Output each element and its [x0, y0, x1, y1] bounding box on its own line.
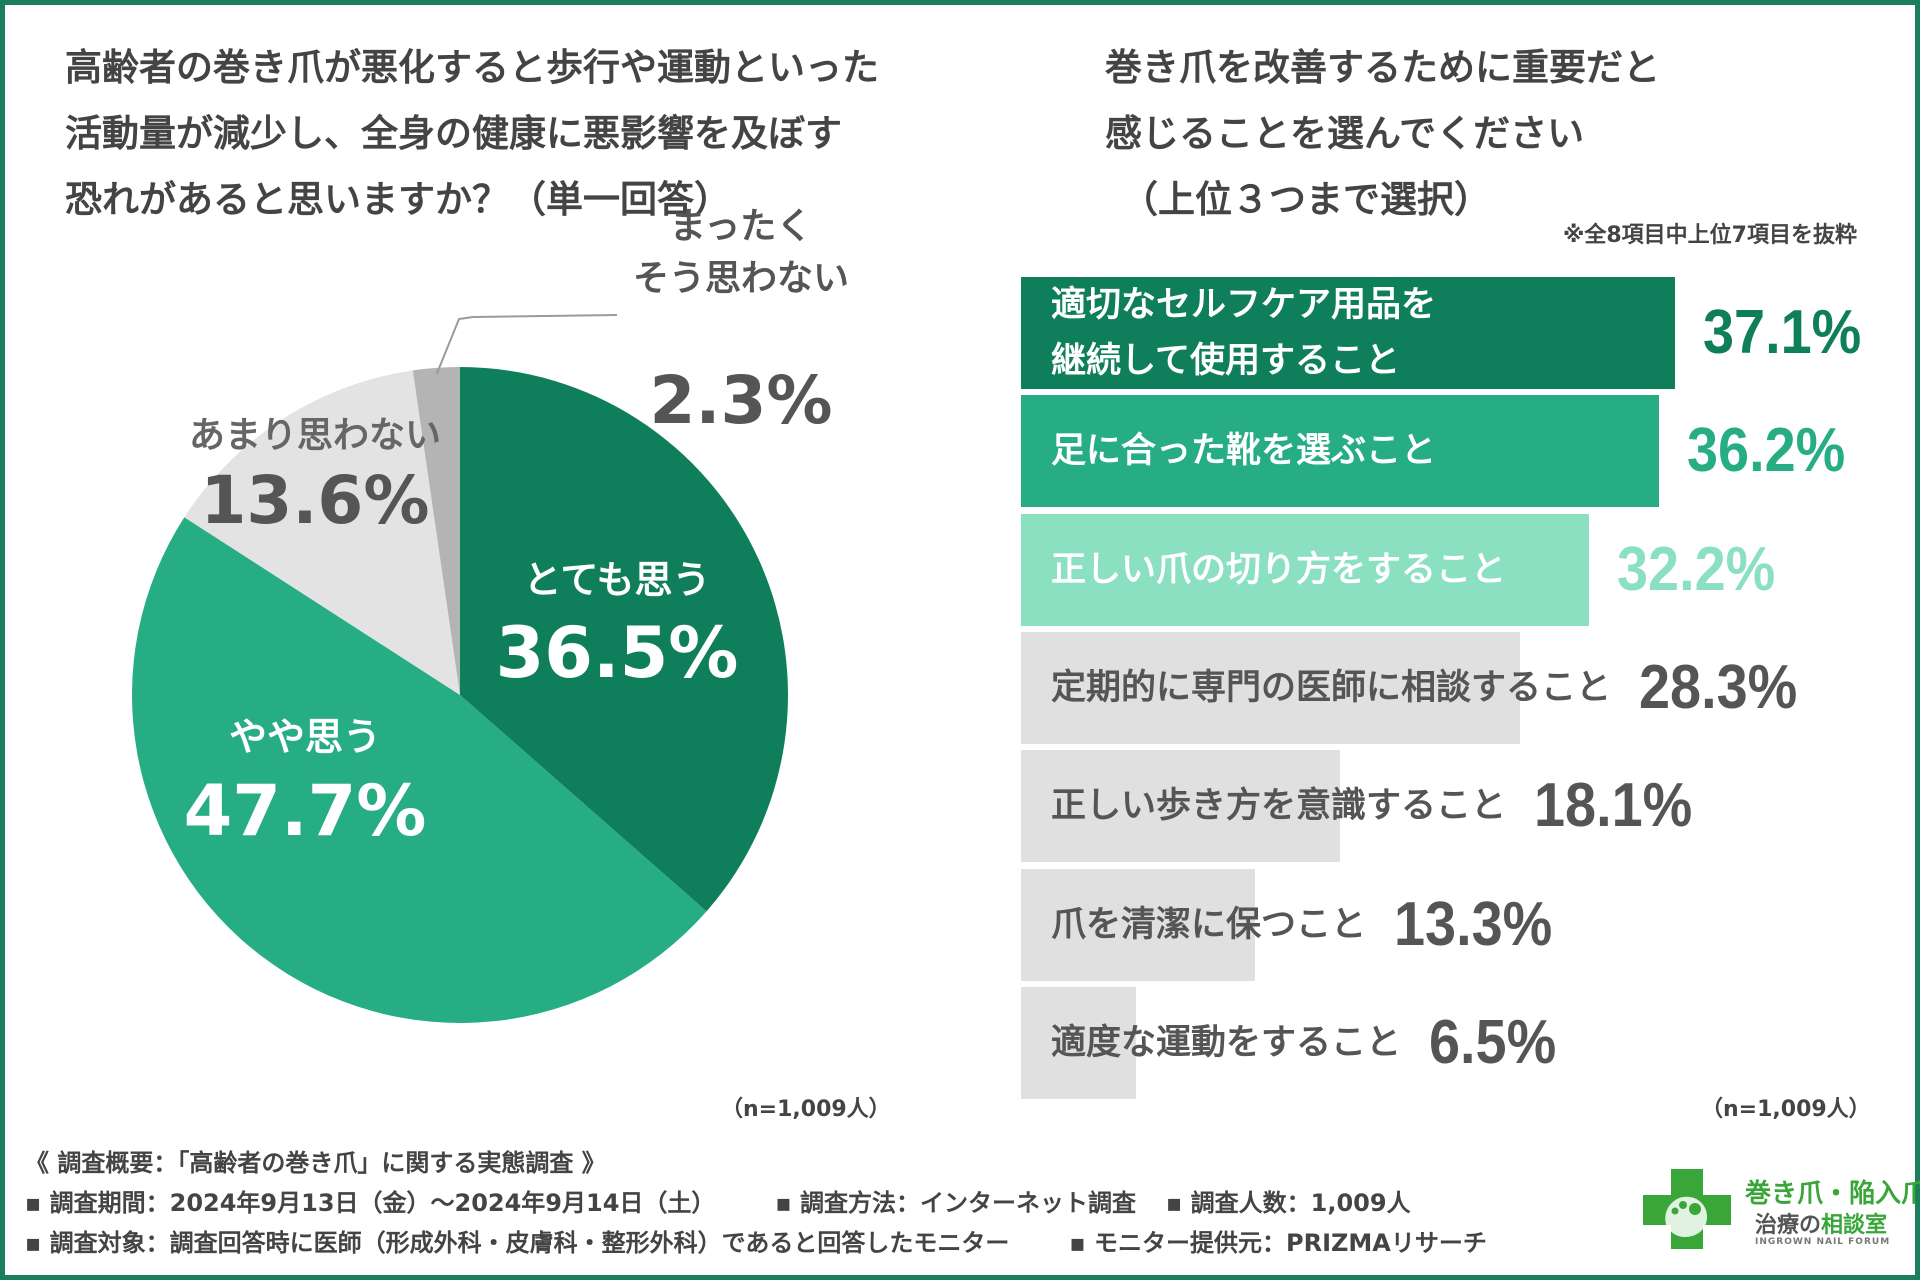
- bar-2: [1021, 395, 1659, 508]
- left-title-line-2: 活動量が減少し、全身の健康に悪影響を及ぼす: [65, 112, 842, 155]
- bar-row-6: 爪を清潔に保つこと 13.3%: [1021, 868, 1881, 981]
- right-title-line-3: （上位３つまで選択）: [1121, 178, 1491, 221]
- bar-value-4: 28.3%: [1639, 652, 1798, 722]
- bar-sample-size: （n=1,009人）: [1701, 1097, 1871, 1122]
- pie-slice-label-1: とても思う: [524, 558, 711, 602]
- bar-row-5: 正しい歩き方を意識すること 18.1%: [1021, 750, 1881, 863]
- pie-sample-size: （n=1,009人）: [721, 1097, 891, 1122]
- bar-label-7: 適度な運動をすること: [1051, 1022, 1402, 1063]
- bar-3: [1021, 513, 1589, 626]
- bar-label-3: 正しい爪の切り方をすること: [1051, 549, 1507, 590]
- bar-label-6: 爪を清潔に保つこと: [1051, 904, 1367, 945]
- pie-slice-label-4-line-1: まったく: [670, 206, 813, 247]
- bar-value-5: 18.1%: [1534, 771, 1693, 841]
- survey-row-2: ▪ 調査対象：調査回答時に医師（形成外科・皮膚科・整形外科）であると回答したモニ…: [25, 1223, 1625, 1263]
- pie-slice-3: [184, 370, 460, 695]
- pie-chart: とても思う 36.5% やや思う 47.7% あまり思わない 13.6% まったくそう思わな…: [132, 206, 849, 1023]
- right-question-title: 巻き爪を改善するために重要だと 感じることを選んでください （上位３つまで選択）: [1105, 35, 1865, 233]
- pie-slice-value-4: 2.3%: [649, 362, 832, 439]
- logo-subtitle-b: 相談室: [1821, 1213, 1888, 1238]
- logo-english: INGROWN NAIL FORUM: [1755, 1237, 1891, 1247]
- bar-6: [1021, 868, 1255, 981]
- pie-slice-4: [412, 367, 460, 695]
- bar-label-5: 正しい歩き方を意識すること: [1051, 786, 1507, 827]
- cross-foot-icon: [1643, 1169, 1731, 1249]
- pie-slice-label-2: やや思う: [229, 715, 381, 759]
- bar-value-2: 36.2%: [1687, 416, 1846, 486]
- pie-leader-line: [435, 314, 618, 375]
- bar-row-1: 適切なセルフケア用品を 継続して使用すること 37.1%: [1021, 277, 1881, 389]
- pie-slice-2: [132, 517, 707, 1023]
- logo-subtitle-a: 治療の: [1755, 1213, 1822, 1238]
- survey-row-1: ▪ 調査期間：2024年9月13日（金）〜2024年9月14日（土） ▪ 調査方法…: [25, 1183, 1625, 1223]
- pie-slice-value-1: 36.5%: [496, 612, 739, 694]
- bar-1: [1021, 277, 1675, 389]
- bar-label-1: 適切なセルフケア用品を 継続して使用すること: [1051, 285, 1437, 381]
- bar-row-2: 足に合った靴を選ぶこと 36.2%: [1021, 395, 1881, 508]
- bar-4: [1021, 631, 1520, 744]
- pie-slice-1: [460, 367, 788, 912]
- bar-value-3: 32.2%: [1617, 534, 1776, 604]
- left-title-line-1: 高齢者の巻き爪が悪化すると歩行や運動といった: [65, 46, 879, 89]
- survey-count: ▪ 調査人数：1,009人: [1166, 1189, 1411, 1217]
- logo-subtitle: 治療の相談室: [1755, 1207, 1887, 1239]
- survey-method: ▪ 調査方法：インターネット調査: [775, 1189, 1137, 1217]
- pie-slice-label-4-line-2: そう思わない: [633, 258, 849, 299]
- bar-label-2: 足に合った靴を選ぶこと: [1051, 431, 1437, 472]
- bar-label-4: 定期的に専門の医師に相談すること: [1051, 667, 1612, 708]
- right-title-line-1: 巻き爪を改善するために重要だと: [1105, 46, 1660, 89]
- bar-5: [1021, 750, 1340, 863]
- survey-heading: 《 調査概要：「高齢者の巻き爪」に関する実態調査 》: [25, 1149, 606, 1177]
- left-title-line-3: 恐れがあると思いますか？（単一回答）: [65, 178, 731, 221]
- survey-summary: 《 調査概要：「高齢者の巻き爪」に関する実態調査 》 ▪ 調査期間：2024年9…: [25, 1143, 1625, 1263]
- pie-slice-value-2: 47.7%: [184, 770, 427, 852]
- excerpt-note: ※全8項目中上位7項目を抜粋: [1562, 223, 1857, 248]
- survey-target: ▪ 調査対象：調査回答時に医師（形成外科・皮膚科・整形外科）であると回答したモニ…: [25, 1229, 1010, 1257]
- bar-row-7: 適度な運動をすること 6.5%: [1021, 986, 1881, 1099]
- pie-slice-label-3: あまり思わない: [189, 415, 441, 456]
- forum-logo: 巻き爪・陥入爪 治療の相談室 INGROWN NAIL FORUM: [1637, 1165, 1920, 1251]
- bar-row-4: 定期的に専門の医師に相談すること 28.3%: [1021, 631, 1881, 744]
- survey-provider: ▪ モニター提供元：PRIZMAリサーチ: [1069, 1229, 1487, 1257]
- logo-title: 巻き爪・陥入爪: [1745, 1179, 1920, 1209]
- bar-value-1: 37.1%: [1703, 298, 1862, 367]
- bar-row-3: 正しい爪の切り方をすること 32.2%: [1021, 513, 1881, 626]
- bar-value-6: 13.3%: [1394, 889, 1553, 959]
- right-title-line-2: 感じることを選んでください: [1105, 112, 1585, 155]
- pie-slice-value-3: 13.6%: [201, 462, 430, 539]
- bar-7: [1021, 986, 1136, 1099]
- left-question-title: 高齢者の巻き爪が悪化すると歩行や運動といった 活動量が減少し、全身の健康に悪影響…: [65, 35, 965, 233]
- bar-value-7: 6.5%: [1429, 1007, 1557, 1077]
- survey-period: ▪ 調査期間：2024年9月13日（金）〜2024年9月14日（土）: [25, 1189, 716, 1217]
